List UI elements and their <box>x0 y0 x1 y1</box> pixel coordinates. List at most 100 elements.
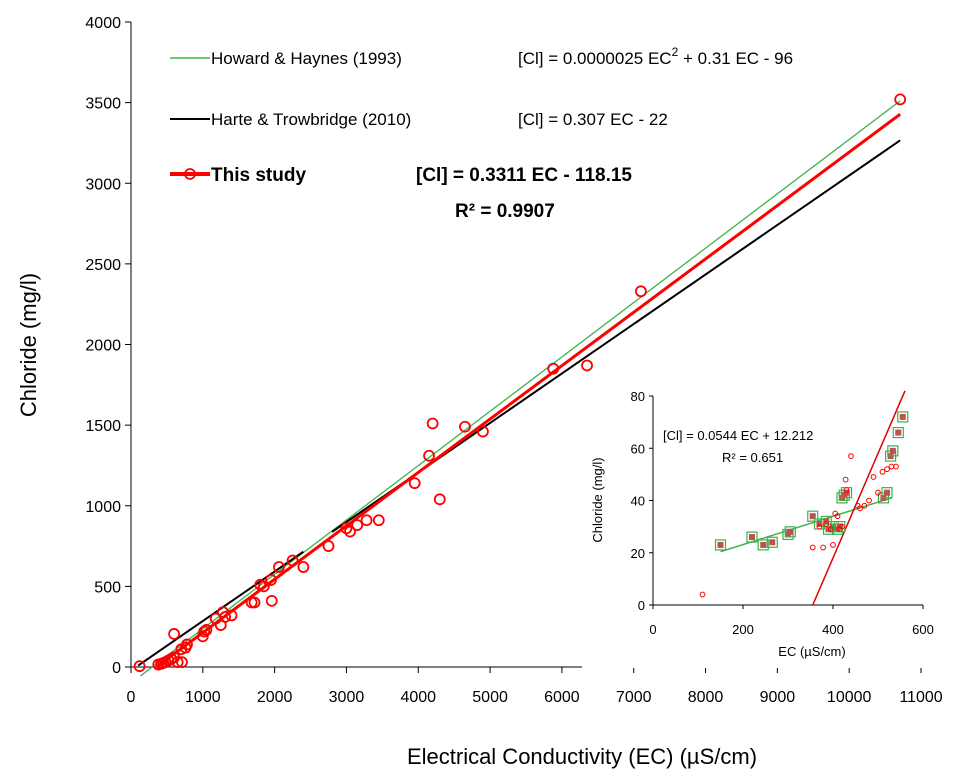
x-tick-label: 8000 <box>688 689 724 706</box>
data-point-this-study <box>423 449 435 462</box>
x-tick-label: 7000 <box>616 689 652 706</box>
data-point-this-study <box>297 561 310 573</box>
inset-background <box>582 378 947 668</box>
y-tick-label: 0 <box>112 660 121 677</box>
y-tick-label: 3000 <box>85 176 121 193</box>
legend-equation-harte: [Cl] = 0.307 EC - 22 <box>518 110 668 129</box>
inset-data-square-fill <box>899 413 906 420</box>
y-tick-label: 500 <box>94 579 121 596</box>
inset-data-circle <box>884 466 890 473</box>
data-point-this-study <box>273 561 285 573</box>
inset-fit-line-red <box>812 390 906 606</box>
inset-data-circle <box>820 544 826 551</box>
y-tick-label: 3500 <box>85 96 121 113</box>
x-tick-label: 6000 <box>544 689 580 706</box>
inset-data-square-outline <box>807 510 819 522</box>
inset-x-tick-label: 600 <box>912 622 934 637</box>
data-point-this-study <box>459 420 471 433</box>
data-point-this-study <box>547 362 560 375</box>
inset-data-circle <box>823 521 830 527</box>
inset-data-circle <box>827 526 834 533</box>
data-point-this-study <box>477 425 489 438</box>
inset-data-circle <box>834 513 841 520</box>
legend-equation-howard-rest: + 0.31 EC - 96 <box>678 49 793 68</box>
data-point-this-study <box>286 554 299 567</box>
x-tick-label: 9000 <box>760 689 796 706</box>
data-point-this-study <box>426 417 439 430</box>
inset-data-square-fill <box>895 429 902 436</box>
inset-lines <box>720 390 906 606</box>
inset-data-square-fill <box>884 489 890 496</box>
inset-data-square-outline <box>766 536 778 548</box>
data-point-this-study <box>168 628 180 640</box>
x-tick-label: 0 <box>127 689 136 706</box>
data-point-this-study <box>181 638 193 651</box>
x-tick-label: 10000 <box>827 689 872 706</box>
data-point-this-study <box>344 525 356 538</box>
inset-data-square-fill <box>749 534 755 541</box>
inset-data-circle <box>879 468 886 475</box>
x-tick-label: 5000 <box>472 689 508 706</box>
inset-data-circle <box>699 591 706 598</box>
data-point-this-study <box>176 656 188 669</box>
x-tick-label: 11000 <box>899 689 942 706</box>
y-tick-label: 1000 <box>85 499 121 516</box>
data-point-this-study <box>198 625 211 638</box>
inset-data-circle <box>830 542 836 548</box>
inset-data-circle <box>875 489 881 496</box>
inset-y-tick-label: 40 <box>631 494 645 509</box>
fit-line-this-study <box>155 113 902 669</box>
inset-data-circle <box>848 453 854 459</box>
inset-axes <box>649 395 924 609</box>
y-tick-label: 2500 <box>85 257 121 274</box>
legend-label-harte: Harte & Trowbridge (2010) <box>211 110 411 129</box>
inset-data-square-fill <box>889 447 896 454</box>
inset-data-square-outline <box>784 526 796 538</box>
inset-data-square-outline <box>757 539 769 551</box>
main-lines <box>137 100 902 677</box>
data-point-this-study <box>433 493 446 506</box>
x-tick-label: 4000 <box>400 689 436 706</box>
inset-x-tick-label: 0 <box>649 622 656 637</box>
main-points <box>133 93 907 673</box>
data-point-this-study <box>322 540 335 552</box>
data-point-this-study <box>351 519 364 531</box>
inset-data-square-outline <box>897 411 909 423</box>
inset-data-circle <box>842 476 849 483</box>
inset-data-square-fill <box>760 541 767 548</box>
inset-y-tick-label: 0 <box>638 598 645 613</box>
inset-data-circle <box>816 523 823 530</box>
inset-data-circle <box>857 505 863 512</box>
data-point-this-study <box>894 93 907 106</box>
data-point-this-study <box>372 514 385 527</box>
inset-data-square-fill <box>717 541 724 548</box>
y-tick-label: 1500 <box>85 418 121 435</box>
data-point-this-study <box>581 359 593 372</box>
data-point-this-study <box>340 522 353 535</box>
inset-data-circle <box>839 523 845 530</box>
data-point-this-study <box>225 609 238 622</box>
inset-y-tick-label: 20 <box>631 546 645 561</box>
data-point-this-study <box>360 514 373 527</box>
data-point-this-study <box>265 594 278 607</box>
inset-points <box>699 411 909 598</box>
inset-data-square-fill <box>787 528 794 535</box>
x-tick-label: 1000 <box>185 689 221 706</box>
inset-y-tick-label: 80 <box>631 389 645 404</box>
legend-equation-howard: [Cl] = 0.0000025 EC2 + 0.31 EC - 96 <box>518 45 793 68</box>
x-axis-label: Electrical Conductivity (EC) (µS/cm) <box>407 744 757 769</box>
inset-data-square-fill <box>769 539 776 546</box>
legend-label-howard: Howard & Haynes (1993) <box>211 49 402 68</box>
inset-data-circle <box>861 502 868 509</box>
legend-label-this-study: This study <box>211 165 306 186</box>
y-axis-label: Chloride (mg/l) <box>16 273 41 417</box>
inset-x-tick-label: 200 <box>732 622 754 637</box>
legend-r2-this-study: R² = 0.9907 <box>455 201 555 222</box>
data-point-this-study <box>248 596 261 609</box>
inset-y-axis-label: Chloride (mg/l) <box>590 457 605 542</box>
data-point-this-study <box>219 611 231 623</box>
y-tick-label: 4000 <box>85 15 121 32</box>
inset-data-circle <box>809 544 816 551</box>
